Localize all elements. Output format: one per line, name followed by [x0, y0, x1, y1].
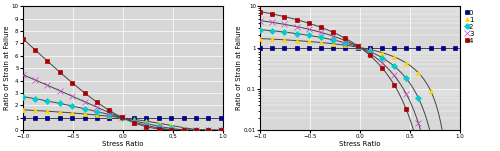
Y-axis label: Ratio of Strain at Failure: Ratio of Strain at Failure [236, 26, 242, 111]
X-axis label: Stress Ratio: Stress Ratio [340, 141, 381, 147]
X-axis label: Stress Ratio: Stress Ratio [102, 141, 144, 147]
Legend: 0, 1, 2, 3, 4: 0, 1, 2, 3, 4 [466, 10, 473, 44]
Y-axis label: Ratio of Strain at Failure: Ratio of Strain at Failure [4, 26, 10, 111]
